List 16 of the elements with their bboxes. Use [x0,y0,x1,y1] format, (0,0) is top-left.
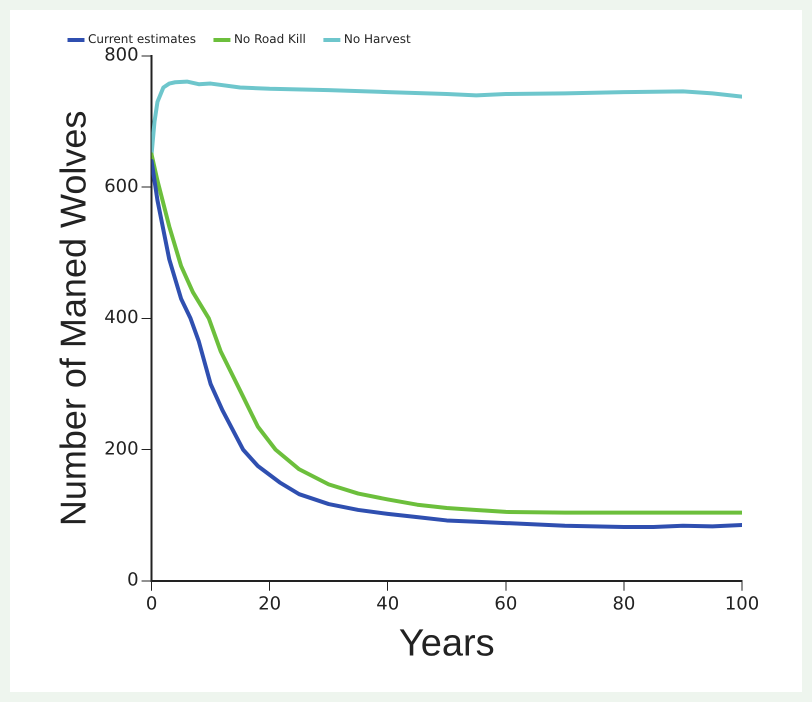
x-tick-label: 80 [612,593,636,614]
y-tick-label: 600 [104,176,139,197]
x-tick-label: 60 [494,593,518,614]
x-axis-title: Years [398,622,495,665]
legend-label: No Road Kill [234,32,306,46]
x-tick-label: 40 [376,593,400,614]
legend-label: Current estimates [88,32,196,46]
legend-label: No Harvest [344,32,412,46]
y-tick-label: 200 [104,438,139,460]
x-tick-label: 20 [258,593,282,614]
x-tick-label: 100 [724,593,760,614]
y-tick-label: 400 [104,307,139,328]
y-tick-label: 0 [127,569,139,590]
y-tick-label: 800 [104,44,139,66]
x-tick-label: 0 [146,593,158,614]
y-axis-title: Number of Maned Wolves [52,110,94,526]
